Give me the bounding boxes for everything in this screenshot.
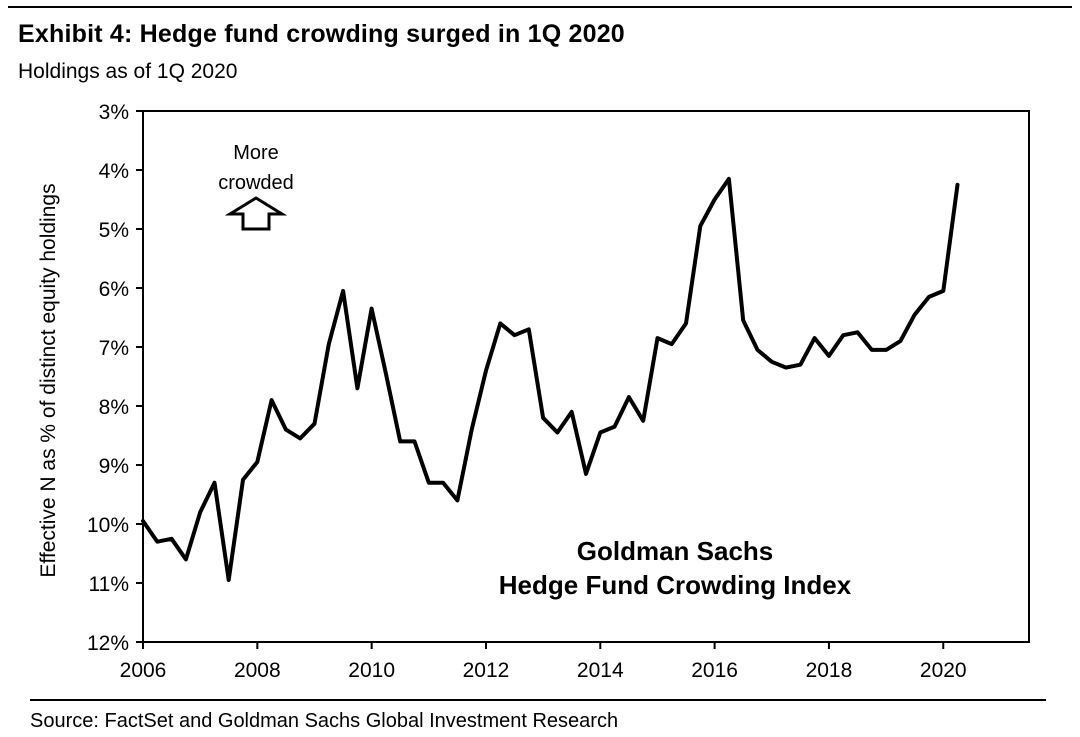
x-tick-label: 2014 xyxy=(577,659,624,682)
y-tick-label: 5% xyxy=(99,219,129,242)
y-axis-ticks: 3% 4% 5% 6% 7% 8% 9% 10% 11% 12% xyxy=(87,101,143,655)
arrow-label-line2: crowded xyxy=(218,172,294,194)
y-tick-label: 11% xyxy=(89,573,129,596)
chart-subtitle: Holdings as of 1Q 2020 xyxy=(18,60,238,83)
y-tick-label: 9% xyxy=(99,455,129,478)
y-axis-label: Effective N as % of distinct equity hold… xyxy=(37,183,60,577)
chart-title: Exhibit 4: Hedge fund crowding surged in… xyxy=(18,20,625,48)
y-tick-label: 10% xyxy=(87,514,129,537)
index-label-line1: Goldman Sachs xyxy=(577,536,774,566)
y-tick-label: 4% xyxy=(99,160,129,183)
series-lines xyxy=(141,176,960,582)
y-tick-label: 8% xyxy=(99,396,129,419)
index-label-line2: Hedge Fund Crowding Index xyxy=(499,570,852,600)
x-tick-label: 2016 xyxy=(691,659,738,682)
x-tick-label: 2018 xyxy=(806,659,853,682)
series-line xyxy=(141,176,960,582)
plot-frame xyxy=(142,110,1030,643)
bottom-rule xyxy=(30,699,1046,701)
x-tick-label: 2006 xyxy=(120,659,167,682)
chart-axes xyxy=(142,110,1030,643)
x-tick-label: 2008 xyxy=(234,659,281,682)
arrow-label-line1: More xyxy=(233,142,279,164)
y-tick-label: 7% xyxy=(99,337,129,360)
x-axis-ticks: 2006 2008 2010 2012 2014 2016 2018 2020 xyxy=(120,642,967,682)
y-tick-label: 6% xyxy=(99,278,129,301)
top-rule xyxy=(8,6,1072,8)
annotations: More crowded Goldman Sachs Hedge Fund Cr… xyxy=(218,142,852,600)
x-tick-label: 2010 xyxy=(348,659,395,682)
x-tick-label: 2012 xyxy=(463,659,510,682)
y-tick-label: 12% xyxy=(87,632,129,655)
x-tick-label: 2020 xyxy=(920,659,967,682)
y-tick-label: 3% xyxy=(99,101,129,124)
source-note: Source: FactSet and Goldman Sachs Global… xyxy=(30,710,619,732)
up-arrow-icon xyxy=(224,196,288,231)
